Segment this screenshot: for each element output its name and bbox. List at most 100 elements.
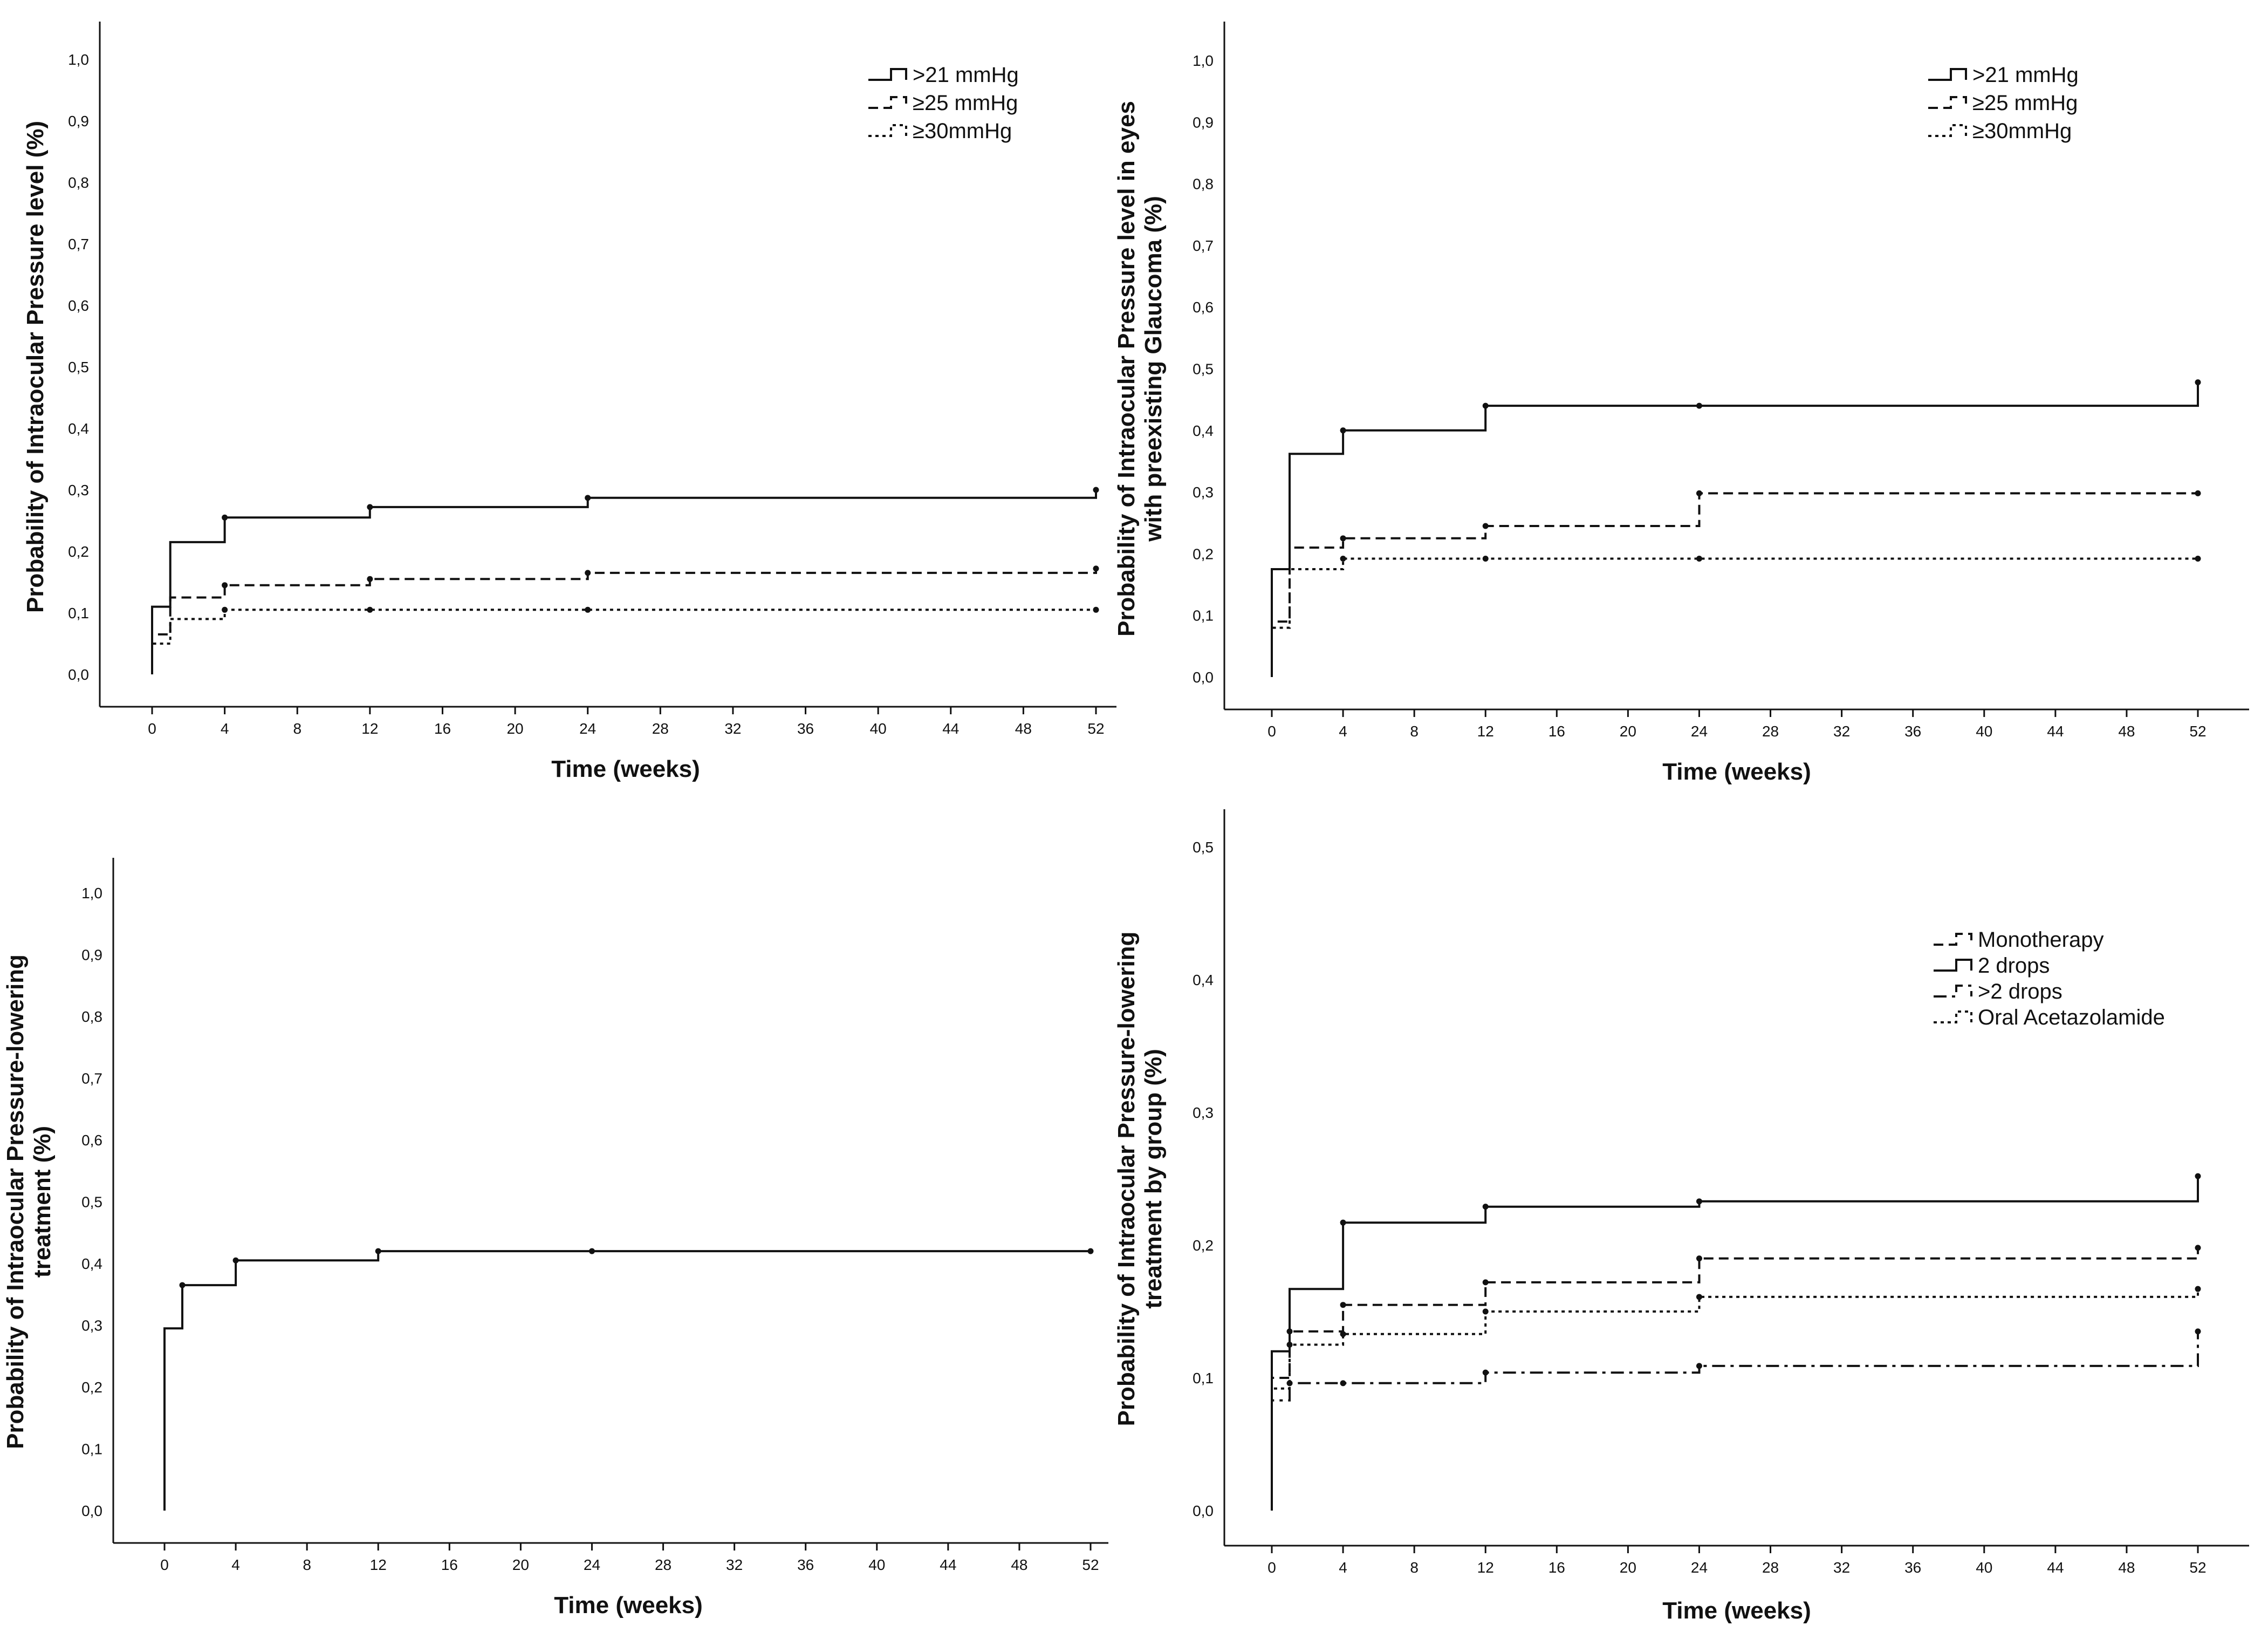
y-tick-label: 0,7 [81,1070,102,1087]
censor-mark [1482,523,1489,529]
censor-mark [1286,1342,1293,1348]
censor-mark [1093,606,1099,613]
censor-mark [367,576,373,582]
y-axis-title-line: Probability of Intraocular Pressure leve… [22,121,49,613]
y-tick-label: 0,6 [1193,299,1214,316]
x-tick-label: 36 [797,720,814,737]
y-tick-label: 0,1 [1193,1370,1214,1387]
x-tick-label: 8 [293,720,302,737]
censor-mark [367,606,373,613]
x-tick-label: 24 [579,720,596,737]
x-tick-label: 8 [303,1556,311,1573]
x-tick-label: 24 [1691,1559,1708,1576]
x-tick-label: 16 [441,1556,458,1573]
legend-label: >21 mmHg [1972,63,2079,87]
censor-mark [1696,1294,1702,1300]
x-tick-label: 48 [1011,1556,1027,1573]
y-tick-label: 0,0 [81,1502,102,1519]
series-line-2 [1271,557,2198,634]
censor-mark [222,514,228,521]
y-axis-title: Probability of Intraocular Pressure leve… [22,121,49,613]
x-tick-label: 16 [1548,1559,1565,1576]
censor-mark [222,606,228,613]
y-axis-title: Probability of Intraocular Pressure-lowe… [2,954,56,1449]
x-tick-label: 20 [1620,723,1636,740]
y-tick-label: 0,2 [81,1379,102,1396]
legend-swatch [868,124,907,137]
censor-mark [1482,556,1489,562]
censor-mark [2195,1173,2201,1179]
censor-mark [1482,1308,1489,1315]
censor-mark [1340,1331,1346,1337]
censor-mark [1696,1363,1702,1369]
x-tick-label: 32 [1833,723,1850,740]
censor-mark [375,1248,381,1254]
censor-mark [2195,556,2201,562]
x-axis-title: Time (weeks) [1662,1597,1811,1624]
censor-mark [1093,565,1099,572]
censor-mark [2195,1328,2201,1335]
legend-label: >21 mmHg [913,63,1019,87]
x-tick-label: 28 [652,720,669,737]
x-tick-label: 48 [1015,720,1032,737]
x-tick-label: 8 [1410,723,1419,740]
censor-mark [1482,1279,1489,1286]
censor-mark [222,582,228,589]
legend-label: Monotherapy [1978,928,2103,952]
x-tick-label: 52 [2189,723,2206,740]
y-tick-label: 0,9 [81,947,102,964]
x-tick-label: 12 [361,720,378,737]
x-tick-label: 20 [506,720,523,737]
legend-swatch [1928,68,1967,81]
x-tick-label: 28 [1762,723,1779,740]
series-line-2 [1271,1331,2199,1411]
x-tick-label: 52 [1087,720,1104,737]
y-tick-label: 0,0 [68,666,89,683]
x-tick-label: 40 [870,720,887,737]
censor-mark [585,495,591,501]
censor-mark [1696,402,1702,409]
censor-mark [1093,487,1099,493]
x-tick-label: 40 [868,1556,885,1573]
x-tick-label: 32 [724,720,741,737]
y-tick-label: 0,5 [1193,839,1214,856]
censor-mark [232,1257,239,1263]
censor-mark [1340,427,1346,434]
y-axis-title-line: Probability of Intraocular Pressure leve… [1113,101,1140,637]
x-tick-label: 12 [1477,1559,1494,1576]
x-tick-label: 20 [1620,1559,1636,1576]
legend-swatch [868,96,907,109]
x-tick-label: 32 [726,1556,743,1573]
y-tick-label: 0,1 [1193,607,1214,624]
x-tick-label: 36 [1904,723,1921,740]
censor-mark [2195,1245,2201,1251]
censor-mark [1286,1380,1293,1387]
y-tick-label: 0,4 [68,420,89,437]
y-tick-label: 1,0 [81,885,102,901]
censor-mark [1087,1248,1094,1254]
chart-panel-treatment: 0,00,10,20,30,40,50,60,70,80,91,00 4 8 12 16… [2,858,1108,1618]
x-axis-title: Time (weeks) [551,756,700,782]
y-tick-label: 0,3 [68,482,89,498]
y-tick-label: 0,5 [68,359,89,375]
censor-mark [2195,1286,2201,1292]
censor-mark [1340,1380,1346,1387]
y-tick-label: 1,0 [1193,52,1214,69]
censor-mark [585,606,591,613]
censor-mark [1696,490,1702,496]
censor-mark [1696,1198,1702,1205]
censor-mark [1696,556,1702,562]
y-tick-label: 0,2 [1193,1237,1214,1254]
y-tick-label: 0,4 [1193,972,1214,988]
chart-panel-treatment-by-group: 0,00,10,20,30,40,50 4 8 12 16 20 24 28 32 36 40 44 4… [1113,809,2249,1624]
x-tick-label: 0 [148,720,156,737]
y-tick-label: 0,9 [1193,114,1214,131]
y-tick-label: 0,7 [68,236,89,252]
y-tick-label: 0,9 [68,113,89,129]
censor-mark [1482,1204,1489,1210]
y-tick-label: 0,3 [81,1317,102,1334]
x-tick-label: 52 [1082,1556,1099,1573]
legend-label: Oral Acetazolamide [1978,1006,2165,1029]
y-tick-label: 0,6 [68,297,89,314]
